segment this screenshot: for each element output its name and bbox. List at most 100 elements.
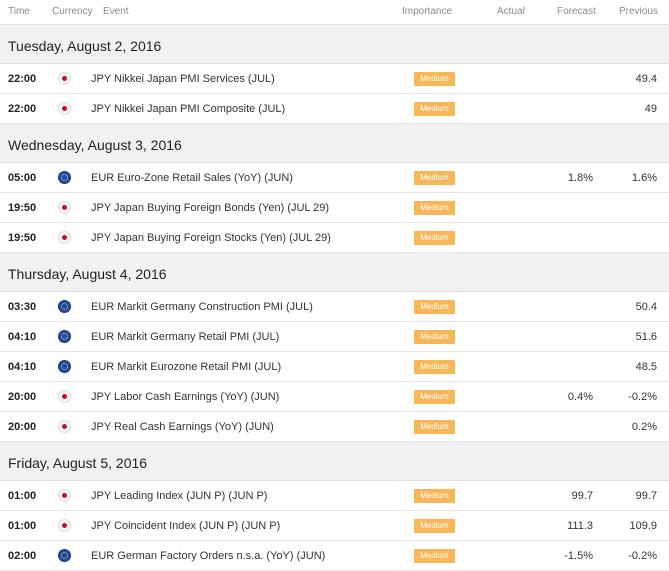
event-row[interactable]: 05:00 EUR Euro-Zone Retail Sales (YoY) (J… [0, 163, 669, 193]
event-time: 19:50 [8, 202, 37, 214]
event-row[interactable]: 02:00 EUR German Factory Orders n.s.a. (Y… [0, 541, 669, 571]
importance-badge: Medium [414, 519, 455, 533]
event-row[interactable]: 01:00 JPY Coincident Index (JUN P) (JUN P… [0, 511, 669, 541]
eur-flag-icon [58, 360, 71, 373]
event-row[interactable]: 19:50 JPY Japan Buying Foreign Stocks (Ye… [0, 223, 669, 253]
event-previous: 49 [644, 103, 657, 115]
event-name[interactable]: JPY Labor Cash Earnings (YoY) (JUN) [91, 391, 280, 403]
jpy-flag-icon [58, 420, 71, 433]
event-time: 22:00 [8, 73, 37, 85]
jpy-flag-icon [58, 231, 71, 244]
importance-badge: Medium [414, 489, 455, 503]
event-name[interactable]: EUR Markit Germany Retail PMI (JUL) [91, 331, 280, 343]
event-forecast: 111.3 [567, 520, 593, 532]
event-name[interactable]: JPY Nikkei Japan PMI Composite (JUL) [91, 103, 286, 115]
event-row[interactable]: 04:10 EUR Markit Eurozone Retail PMI (JUL… [0, 352, 669, 382]
event-previous: 1.6% [631, 172, 657, 184]
event-name[interactable]: JPY Japan Buying Foreign Bonds (Yen) (JU… [91, 202, 330, 214]
importance-badge: Medium [414, 72, 455, 86]
importance-badge: Medium [414, 171, 455, 185]
jpy-flag-icon [58, 201, 71, 214]
header-importance[interactable]: Importance [402, 6, 453, 17]
day-title: Wednesday, August 3, 2016 [8, 137, 182, 153]
eur-flag-icon [58, 330, 71, 343]
event-name[interactable]: EUR Markit Germany Construction PMI (JUL… [91, 301, 313, 313]
event-time: 05:00 [8, 172, 37, 184]
event-previous: 0.2% [631, 421, 657, 433]
event-time: 02:00 [8, 550, 37, 562]
event-row[interactable]: 03:30 EUR Markit Germany Construction PMI… [0, 292, 669, 322]
event-row[interactable]: 20:00 JPY Labor Cash Earnings (YoY) (JUN)… [0, 382, 669, 412]
event-name[interactable]: JPY Nikkei Japan PMI Services (JUL) [91, 73, 275, 85]
importance-badge: Medium [414, 201, 455, 215]
header-actual[interactable]: Actual [497, 6, 525, 17]
eur-flag-icon [58, 360, 71, 373]
importance-badge: Medium [414, 390, 455, 404]
jpy-flag-icon [58, 390, 71, 403]
event-forecast: -1.5% [564, 550, 593, 562]
day-title: Tuesday, August 2, 2016 [8, 38, 162, 54]
importance-badge: Medium [414, 102, 455, 116]
jpy-flag-icon [58, 102, 71, 115]
jpy-flag-icon [58, 72, 71, 85]
header-currency[interactable]: Currency [52, 6, 93, 17]
event-previous: 99.7 [635, 490, 657, 502]
event-row[interactable]: 01:00 JPY Leading Index (JUN P) (JUN P) Me… [0, 481, 669, 511]
header-forecast[interactable]: Forecast [557, 6, 596, 17]
event-name[interactable]: JPY Japan Buying Foreign Stocks (Yen) (J… [91, 232, 331, 244]
eur-flag-icon [58, 171, 71, 184]
importance-badge: Medium [414, 420, 455, 434]
event-time: 19:50 [8, 232, 37, 244]
calendar-header: Time Currency Event Importance Actual Fo… [0, 0, 669, 25]
day-title: Friday, August 5, 2016 [8, 455, 148, 471]
jpy-flag-icon [58, 231, 71, 244]
day-header: Wednesday, August 3, 2016 [0, 124, 669, 163]
event-name[interactable]: EUR Markit Eurozone Retail PMI (JUL) [91, 361, 282, 373]
header-event[interactable]: Event [103, 6, 129, 17]
calendar-body: Tuesday, August 2, 2016 22:00 JPY Nikkei J… [0, 25, 669, 571]
event-name[interactable]: JPY Coincident Index (JUN P) (JUN P) [91, 520, 281, 532]
event-row[interactable]: 04:10 EUR Markit Germany Retail PMI (JUL)… [0, 322, 669, 352]
event-forecast: 0.4% [567, 391, 593, 403]
event-previous: 109.9 [629, 520, 657, 532]
event-name[interactable]: JPY Real Cash Earnings (YoY) (JUN) [91, 421, 274, 433]
importance-badge: Medium [414, 300, 455, 314]
header-time[interactable]: Time [8, 6, 30, 17]
jpy-flag-icon [58, 72, 71, 85]
event-time: 04:10 [8, 331, 37, 343]
event-previous: 48.5 [635, 361, 657, 373]
event-previous: -0.2% [628, 550, 657, 562]
event-time: 20:00 [8, 391, 37, 403]
event-time: 01:00 [8, 490, 37, 502]
event-name[interactable]: JPY Leading Index (JUN P) (JUN P) [91, 490, 268, 502]
eur-flag-icon [58, 549, 71, 562]
day-header: Friday, August 5, 2016 [0, 442, 669, 481]
event-time: 22:00 [8, 103, 37, 115]
eur-flag-icon [58, 171, 71, 184]
jpy-flag-icon [58, 519, 71, 532]
jpy-flag-icon [58, 489, 71, 502]
event-name[interactable]: EUR German Factory Orders n.s.a. (YoY) (… [91, 550, 326, 562]
event-time: 04:10 [8, 361, 37, 373]
event-time: 01:00 [8, 520, 37, 532]
eur-flag-icon [58, 300, 71, 313]
importance-badge: Medium [414, 360, 455, 374]
event-row[interactable]: 22:00 JPY Nikkei Japan PMI Composite (JUL… [0, 94, 669, 124]
eur-flag-icon [58, 300, 71, 313]
importance-badge: Medium [414, 330, 455, 344]
event-previous: 50.4 [635, 301, 657, 313]
jpy-flag-icon [58, 201, 71, 214]
event-previous: -0.2% [628, 391, 657, 403]
importance-badge: Medium [414, 549, 455, 563]
event-time: 03:30 [8, 301, 37, 313]
day-header: Tuesday, August 2, 2016 [0, 25, 669, 64]
jpy-flag-icon [58, 489, 71, 502]
event-row[interactable]: 19:50 JPY Japan Buying Foreign Bonds (Yen… [0, 193, 669, 223]
event-name[interactable]: EUR Euro-Zone Retail Sales (YoY) (JUN) [91, 172, 293, 184]
event-row[interactable]: 22:00 JPY Nikkei Japan PMI Services (JUL)… [0, 64, 669, 94]
jpy-flag-icon [58, 519, 71, 532]
importance-badge: Medium [414, 231, 455, 245]
header-previous[interactable]: Previous [619, 6, 658, 17]
event-row[interactable]: 20:00 JPY Real Cash Earnings (YoY) (JUN) M… [0, 412, 669, 442]
